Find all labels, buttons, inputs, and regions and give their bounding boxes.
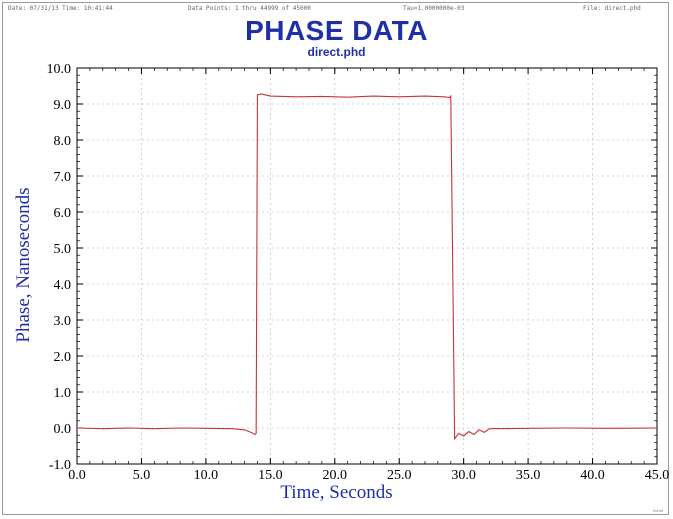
x-tick-label: 15.0 [258,468,283,483]
x-tick-label: 0.0 [68,468,86,483]
x-tick-label: 20.0 [323,468,348,483]
y-tick-label: 6.0 [54,206,72,221]
header-file: File: direct.phd [583,5,641,12]
y-tick-label: 5.0 [54,242,72,257]
x-tick-label: 25.0 [387,468,412,483]
x-tick-label: 5.0 [133,468,151,483]
y-tick-label: 10.0 [47,62,72,77]
y-tick-label: 2.0 [54,350,72,365]
header-data-points: Data Points: 1 thru 44999 of 45000 [188,5,311,12]
x-axis-label: Time, Seconds [280,482,393,503]
x-tick-label: 40.0 [580,468,605,483]
header-date: Date: 07/31/13 Time: 10:41:44 [8,5,113,12]
x-tick-label: 10.0 [194,468,219,483]
x-tick-label: 35.0 [516,468,541,483]
y-tick-label: 0.0 [54,422,72,437]
y-tick-label: 3.0 [54,314,72,329]
x-tick-label: 30.0 [451,468,476,483]
chart-frame [2,2,669,515]
y-tick-label: 7.0 [54,170,72,185]
header-tau: Tau=1.0000000e-03 [403,5,465,12]
plot-frame [76,67,658,465]
y-tick-label: 1.0 [54,386,72,401]
grid-lines [77,68,657,464]
chart-subtitle: direct.phd [307,45,366,59]
tick-marks [76,67,658,465]
y-tick-label: 8.0 [54,134,72,149]
y-tick-labels: -1.0 0.0 1.0 2.0 3.0 4.0 5.0 6.0 7.0 8.0 9.0 10.0 [47,62,72,473]
series-line [76,93,658,441]
x-tick-label: 45.0 [645,468,670,483]
x-tick-labels: 0.0 5.0 10.0 15.0 20.0 25.0 30.0 35.0 40.0 45.0 [68,468,669,483]
y-axis-label: Phase, Nanoseconds [13,187,34,343]
y-tick-label: -1.0 [49,458,71,473]
y-tick-label: 4.0 [54,278,72,293]
y-tick-label: 9.0 [54,98,72,113]
chart-title: PHASE DATA [245,15,428,46]
corner-mark: frontd [652,508,663,513]
